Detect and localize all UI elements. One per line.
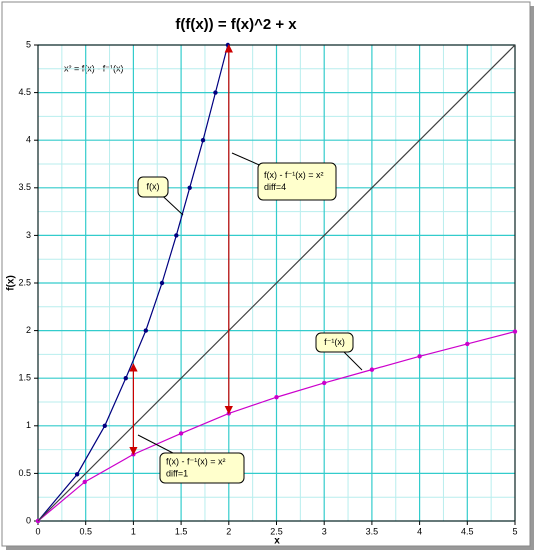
x-tick-label: 2 [226, 526, 231, 536]
callout-text: f⁻¹(x) [324, 337, 345, 347]
x-tick-label: 4.5 [461, 526, 474, 536]
data-point [369, 367, 375, 372]
x-tick-label: 3.5 [366, 526, 379, 536]
callout: f(x) - f⁻¹(x) = x² diff=1 [137, 434, 245, 484]
data-point [82, 479, 87, 485]
data-point [213, 90, 218, 95]
data-point [74, 472, 80, 477]
x-tick-label: 3 [322, 526, 327, 536]
callout-text: diff=1 [166, 468, 188, 478]
y-tick-label: 1.5 [18, 373, 31, 383]
x-tick-label: 0.5 [79, 526, 92, 536]
callout: f(x) [137, 176, 184, 216]
data-point [322, 380, 327, 386]
callout: f⁻¹(x) [315, 332, 363, 371]
x-axis-label: x [274, 536, 280, 547]
data-point [512, 329, 518, 334]
x-tick-label: 0 [35, 526, 40, 536]
x-tick-label: 4 [417, 526, 422, 536]
plot-border [37, 44, 516, 522]
series-line [37, 44, 516, 522]
callout: f(x) - f⁻¹(x) = x² diff=4 [231, 152, 337, 201]
data-point [465, 341, 470, 347]
y-tick-label: 4 [26, 135, 31, 145]
y-tick-label: 1 [26, 420, 31, 430]
callout-box [159, 452, 245, 484]
callout-text: diff=4 [264, 182, 286, 192]
y-tick-label: 2.5 [18, 277, 31, 287]
callout-text: f(x) - f⁻¹(x) = x² [166, 456, 226, 466]
data-point [159, 280, 165, 286]
callout-text: f(x) [147, 181, 160, 191]
data-point [178, 431, 184, 436]
y-tick-label: 4.5 [18, 87, 31, 97]
callout-box [315, 332, 354, 353]
data-point [174, 233, 179, 238]
x-tick-label: 1.5 [175, 526, 188, 536]
data-point [143, 328, 149, 333]
y-tick-label: 0 [26, 515, 31, 525]
frame [1, 1, 531, 547]
x-tick-label: 1 [131, 526, 136, 536]
x-tick-label: 5 [512, 526, 517, 536]
x-tick-label: 2.5 [270, 526, 283, 536]
callout-box [257, 162, 337, 201]
callout-text: f(x) - f⁻¹(x) = x² [264, 170, 324, 180]
data-point [200, 138, 206, 143]
data-point [187, 185, 192, 190]
y-tick-label: 2 [26, 325, 31, 335]
y-axis-label: f(x) [6, 275, 17, 291]
y-tick-label: 0.5 [18, 468, 31, 478]
data-point [102, 423, 107, 428]
data-point [417, 354, 422, 359]
data-point [123, 376, 128, 381]
chart-title: f(f(x)) = f(x)^2 + x [175, 16, 297, 33]
y-tick-label: 3.5 [18, 182, 31, 192]
data-point [274, 395, 279, 400]
y-tick-label: 5 [26, 39, 31, 49]
y-tick-label: 3 [26, 230, 31, 240]
callout-box [137, 176, 169, 198]
